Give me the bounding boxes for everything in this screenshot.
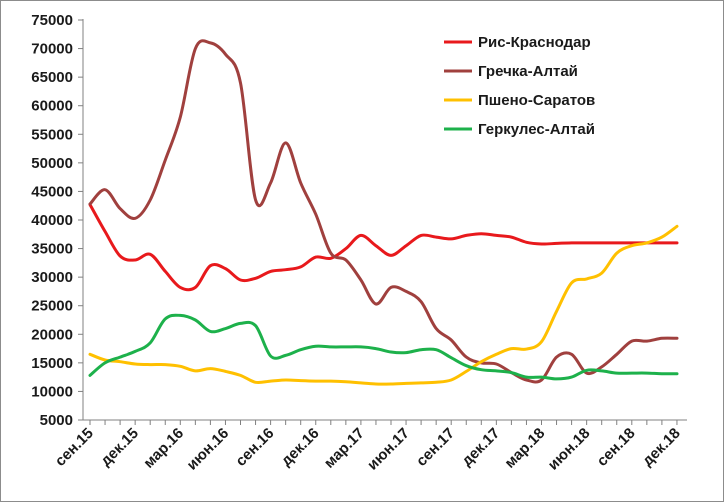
x-tick-label: сен.17: [413, 425, 458, 470]
x-tick-label: мар.17: [321, 425, 368, 472]
series-line-psheno-saratov: [88, 224, 679, 386]
y-tick-label: 40000: [31, 212, 73, 229]
x-tick-label: сен.15: [52, 425, 97, 470]
series-lines: [88, 39, 679, 386]
series-line-ris-krasnodar: [88, 203, 679, 292]
series-line-grechka-altai: [88, 39, 679, 384]
x-tick-label: мар.16: [140, 425, 187, 472]
legend-label-psheno-saratov: Пшено-Саратов: [478, 92, 595, 109]
y-tick-label: 55000: [31, 126, 73, 143]
x-tick-label: июн.16: [184, 425, 233, 474]
x-tick-label: июн.17: [364, 425, 413, 474]
y-tick-label: 5000: [40, 412, 73, 429]
x-tick-label: дек.15: [97, 425, 142, 470]
x-tick-label: сен.16: [232, 425, 277, 470]
legend: Рис-Краснодар Гречка-Алтай Пшено-Саратов Ге…: [444, 34, 595, 138]
x-tick-label: дек.18: [639, 425, 684, 470]
series-line-gerkules-altai: [88, 313, 679, 381]
y-tick-label: 15000: [31, 355, 73, 372]
y-tick-label: 60000: [31, 98, 73, 115]
y-tick-label: 35000: [31, 241, 73, 258]
y-tick-label: 50000: [31, 155, 73, 172]
y-tick-label: 45000: [31, 183, 73, 200]
x-tick-label: сен.18: [594, 425, 639, 470]
y-tick-label: 20000: [31, 326, 73, 343]
legend-label-gerkules-altai: Геркулес-Алтай: [478, 121, 595, 138]
legend-label-grechka-altai: Гречка-Алтай: [478, 63, 578, 80]
y-tick-label: 30000: [31, 269, 73, 286]
legend-label-ris-krasnodar: Рис-Краснодар: [478, 34, 591, 51]
y-tick-labels: 5000 10000 15000 20000 25000 30000 35000 40000 4…: [31, 12, 83, 429]
y-tick-label: 75000: [31, 12, 73, 29]
x-tick-label: июн.18: [545, 425, 594, 474]
y-tick-label: 70000: [31, 41, 73, 58]
y-tick-label: 65000: [31, 69, 73, 86]
y-tick-label: 25000: [31, 298, 73, 315]
x-tick-label: дек.16: [278, 425, 323, 470]
x-tick-label: мар.18: [501, 425, 548, 472]
x-tick-label: дек.17: [458, 425, 503, 470]
y-tick-label: 10000: [31, 383, 73, 400]
